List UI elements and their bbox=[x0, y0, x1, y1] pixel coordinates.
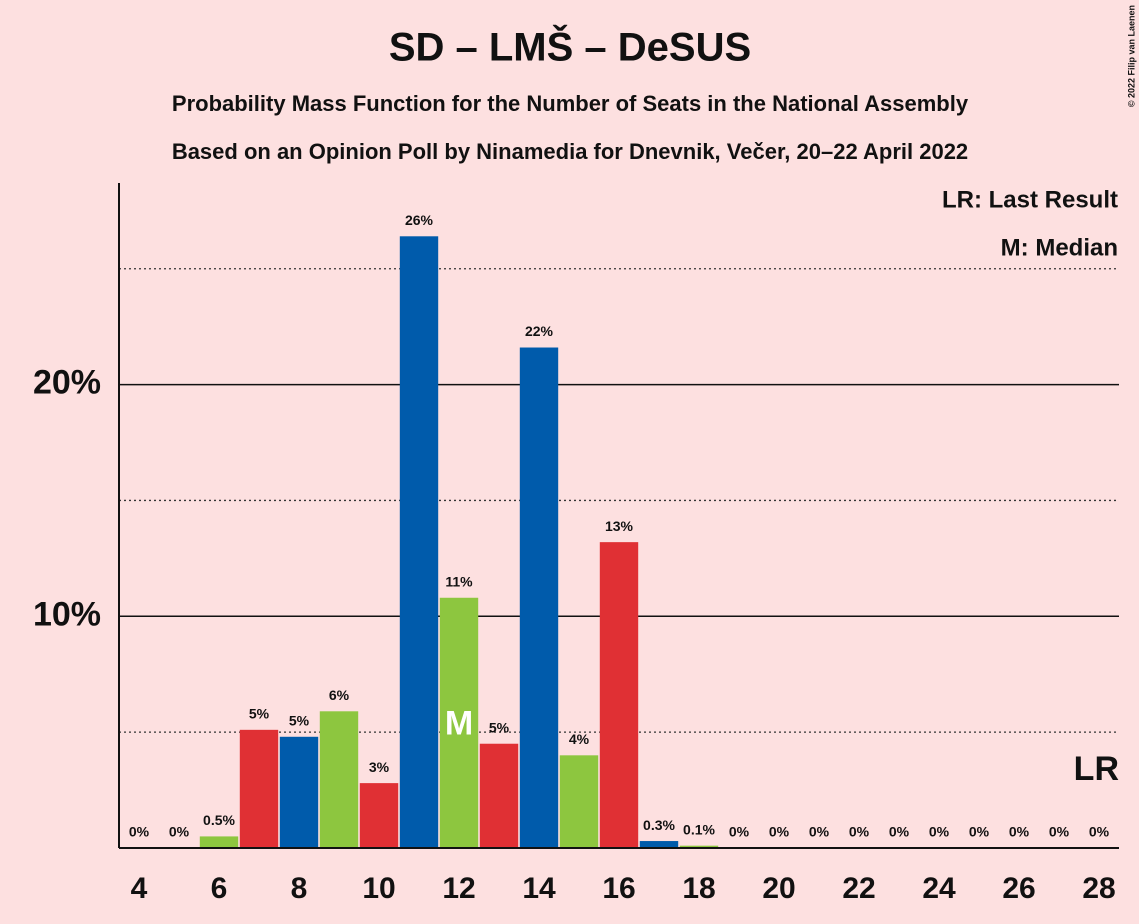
value-label: 5% bbox=[249, 706, 270, 722]
y-tick-label: 20% bbox=[33, 364, 101, 402]
value-label: 0% bbox=[889, 824, 910, 840]
bar bbox=[479, 743, 519, 848]
legend-entry: LR: Last Result bbox=[942, 186, 1118, 213]
value-label: 0% bbox=[809, 824, 830, 840]
bar bbox=[279, 736, 319, 848]
value-label: 6% bbox=[329, 687, 350, 703]
copyright: © 2022 Filip van Laenen bbox=[1126, 5, 1136, 107]
bar bbox=[639, 841, 679, 848]
x-tick-label: 18 bbox=[682, 872, 715, 905]
value-label: 0% bbox=[769, 824, 790, 840]
x-tick-label: 26 bbox=[1002, 872, 1035, 905]
chart-subtitle: Probability Mass Function for the Number… bbox=[172, 91, 969, 116]
value-label: 4% bbox=[569, 731, 590, 747]
bar bbox=[679, 845, 719, 848]
bar bbox=[359, 783, 399, 848]
value-label: 22% bbox=[525, 323, 554, 339]
value-label: 11% bbox=[445, 573, 473, 589]
value-label: 0% bbox=[729, 824, 750, 840]
x-tick-label: 6 bbox=[211, 872, 228, 905]
bar bbox=[319, 711, 359, 848]
chart-title: SD – LMŠ – DeSUS bbox=[389, 24, 751, 70]
value-label: 3% bbox=[369, 759, 390, 775]
value-label: 0.5% bbox=[203, 812, 235, 828]
value-label: 0.1% bbox=[683, 821, 715, 837]
value-label: 0% bbox=[169, 824, 190, 840]
x-tick-label: 14 bbox=[522, 872, 556, 905]
value-label: 0.3% bbox=[643, 817, 675, 833]
x-tick-label: 20 bbox=[762, 872, 795, 905]
bar bbox=[399, 236, 439, 849]
x-tick-label: 22 bbox=[842, 872, 875, 905]
bar bbox=[519, 347, 559, 848]
x-tick-label: 24 bbox=[922, 872, 956, 905]
bar bbox=[599, 542, 639, 848]
value-label: 5% bbox=[289, 712, 310, 728]
value-label: 0% bbox=[1009, 824, 1030, 840]
bar bbox=[439, 597, 479, 848]
bar bbox=[199, 836, 239, 848]
x-tick-label: 16 bbox=[602, 872, 635, 905]
x-tick-label: 10 bbox=[362, 872, 395, 905]
bar bbox=[239, 729, 279, 848]
value-label: 5% bbox=[489, 719, 510, 735]
value-label: 0% bbox=[129, 824, 150, 840]
last-result-marker: LR bbox=[1074, 750, 1119, 788]
x-tick-label: 8 bbox=[291, 872, 308, 905]
value-label: 0% bbox=[1049, 824, 1070, 840]
median-marker: M bbox=[445, 705, 473, 743]
x-tick-label: 12 bbox=[442, 872, 475, 905]
value-label: 0% bbox=[849, 824, 870, 840]
value-label: 0% bbox=[969, 824, 990, 840]
y-tick-label: 10% bbox=[33, 595, 101, 633]
x-tick-label: 28 bbox=[1082, 872, 1115, 905]
chart-subtitle: Based on an Opinion Poll by Ninamedia fo… bbox=[172, 139, 968, 164]
x-tick-label: 4 bbox=[131, 872, 148, 905]
bar bbox=[559, 755, 599, 848]
value-label: 26% bbox=[405, 212, 434, 228]
legend-entry: M: Median bbox=[1001, 234, 1118, 261]
value-label: 0% bbox=[929, 824, 950, 840]
value-label: 13% bbox=[605, 518, 634, 534]
value-label: 0% bbox=[1089, 824, 1110, 840]
